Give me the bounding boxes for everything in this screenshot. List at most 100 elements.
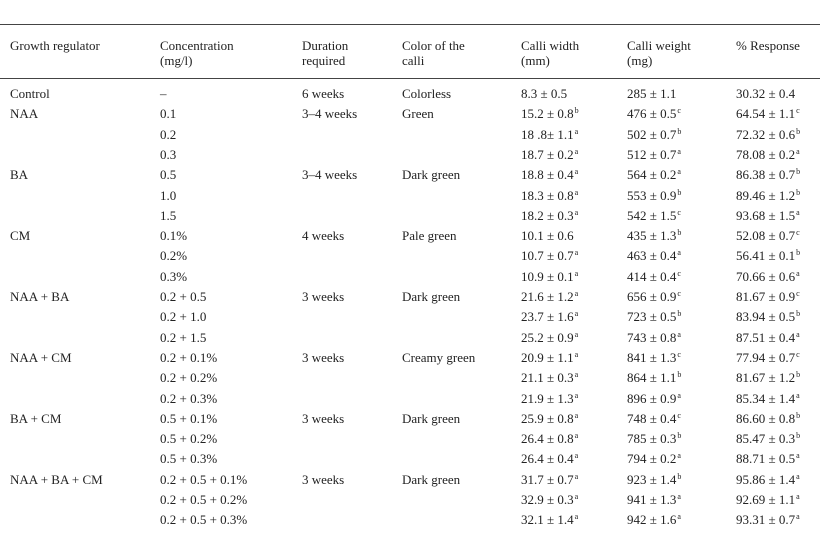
calli-weight-cell: 923 ± 1.4b <box>627 472 681 487</box>
table-row: 1.5 18.2 ± 0.3a 542 ± 1.5c 93.68 ± 1.5a <box>0 205 820 225</box>
calli-weight-cell: 502 ± 0.7b <box>627 127 681 142</box>
table-row: 0.2% 10.7 ± 0.7a 463 ± 0.4a 56.41 ± 0.1b <box>0 245 820 265</box>
value-text: 23.7 ± 1.6 <box>521 309 574 325</box>
duration-cell: 3 weeks <box>302 289 345 304</box>
significance-letter: a <box>796 512 800 522</box>
significance-letter: c <box>796 289 800 298</box>
significance-letter: c <box>677 106 681 116</box>
calli-color-cell: Dark green <box>402 410 461 426</box>
header-line: required <box>302 53 346 68</box>
response-cell: 85.34 ± 1.4a <box>736 391 800 406</box>
value-text: 88.71 ± 0.5 <box>736 451 796 467</box>
significance-letter: a <box>574 370 579 380</box>
calli-weight-cell: 553 ± 0.9b <box>627 188 681 203</box>
significance-letter: b <box>677 471 682 481</box>
concentration-cell: 0.2 + 0.1% <box>160 349 218 365</box>
table-row: NAA + CM 0.2 + 0.1% 3 weeks Creamy green 20.… <box>0 347 820 367</box>
calli-weight-cell: 564 ± 0.2a <box>627 167 681 182</box>
header-line: Duration <box>302 38 349 53</box>
regulator-cell: NAA + CM <box>10 349 72 365</box>
response-cell: 89.46 ± 1.2b <box>736 188 800 203</box>
concentration-cell: 0.5 <box>160 167 177 183</box>
significance-letter: a <box>574 187 579 197</box>
table-row: NAA + BA + CM 0.2 + 0.5 + 0.1% 3 weeks Dark… <box>0 469 820 489</box>
value-text: 85.34 ± 1.4 <box>736 390 796 406</box>
response-cell: 78.08 ± 0.2a <box>736 147 800 162</box>
significance-letter: c <box>796 106 800 116</box>
duration-cell: 3–4 weeks <box>302 167 358 183</box>
duration-cell: 4 weeks <box>302 228 345 244</box>
header-line: (mg) <box>627 53 653 68</box>
value-text: 92.69 ± 1.1 <box>736 492 796 507</box>
significance-letter: b <box>796 167 801 177</box>
response-cell: 81.67 ± 0.9c <box>736 289 800 304</box>
value-text: 64.54 ± 1.1 <box>736 106 796 122</box>
response-cell: 87.51 ± 0.4a <box>736 330 800 345</box>
value-text: 52.08 ± 0.7 <box>736 228 796 244</box>
value-text: 32.1 ± 1.4 <box>521 512 574 528</box>
value-text: 785 ± 0.3 <box>627 431 677 447</box>
value-text: 864 ± 1.1 <box>627 370 677 386</box>
table-row: 0.2 + 1.0 23.7 ± 1.6a 723 ± 0.5b 83.94 ± 0.… <box>0 306 820 326</box>
regulator-cell: BA + CM <box>10 410 62 426</box>
significance-letter: a <box>574 512 579 522</box>
significance-letter: a <box>796 390 800 400</box>
value-text: 18.3 ± 0.8 <box>521 187 574 203</box>
significance-letter: a <box>574 167 579 177</box>
header-line: Calli weight <box>627 38 691 53</box>
value-text: 93.31 ± 0.7 <box>736 512 796 528</box>
header-concentration: Concentration (mg/l) <box>160 38 234 68</box>
significance-letter: c <box>796 228 800 238</box>
calli-width-cell: 21.9 ± 1.3a <box>521 391 578 406</box>
significance-letter: a <box>574 410 579 420</box>
significance-letter: b <box>677 126 682 136</box>
concentration-cell: 0.2 + 0.5 + 0.1% <box>160 471 248 487</box>
significance-letter: a <box>796 329 800 339</box>
concentration-cell: 0.3% <box>160 268 188 284</box>
significance-letter: a <box>677 248 681 258</box>
value-text: 81.67 ± 0.9 <box>736 289 796 304</box>
value-text: 18 .8± 1.1 <box>521 126 574 142</box>
value-text: 463 ± 0.4 <box>627 248 677 264</box>
significance-letter: b <box>677 431 682 441</box>
calli-weight-cell: 743 ± 0.8a <box>627 330 681 345</box>
significance-letter: b <box>796 248 801 258</box>
significance-letter: a <box>677 492 681 501</box>
significance-letter: b <box>796 187 801 197</box>
value-text: 923 ± 1.4 <box>627 471 677 487</box>
table-row: 0.2 + 0.5 + 0.3% 32.1 ± 1.4a 942 ± 1.6a 93.… <box>0 509 820 529</box>
regulator-cell: NAA + BA <box>10 289 70 304</box>
significance-letter: a <box>574 309 579 319</box>
value-text: 83.94 ± 0.5 <box>736 309 796 325</box>
value-text: 942 ± 1.6 <box>627 512 677 528</box>
calli-color-cell: Creamy green <box>402 349 476 365</box>
duration-cell: 3 weeks <box>302 349 345 365</box>
duration-cell: 3 weeks <box>302 471 345 487</box>
calli-weight-cell: 841 ± 1.3c <box>627 350 681 365</box>
significance-letter: c <box>677 410 681 420</box>
value-text: 85.47 ± 0.3 <box>736 431 796 447</box>
duration-cell: 3 weeks <box>302 410 345 426</box>
header-line: calli <box>402 53 425 68</box>
value-text: 26.4 ± 0.8 <box>521 431 574 447</box>
header-line: Calli width <box>521 38 580 53</box>
concentration-cell: 0.2 + 1.0 <box>160 309 207 325</box>
header-duration: Duration required <box>302 38 348 68</box>
header-line: (mm) <box>521 53 550 68</box>
significance-letter: a <box>796 146 800 156</box>
response-cell: 30.32 ± 0.4 <box>736 86 796 101</box>
significance-letter: a <box>796 207 800 217</box>
value-text: 414 ± 0.4 <box>627 268 677 284</box>
table-row: 0.3% 10.9 ± 0.1a 414 ± 0.4c 70.66 ± 0.6a <box>0 266 820 286</box>
calli-weight-cell: 896 ± 0.9a <box>627 391 681 406</box>
significance-letter: b <box>574 106 579 116</box>
header-line: Color of the <box>402 38 465 53</box>
value-text: 31.7 ± 0.7 <box>521 471 574 487</box>
value-text: 72.32 ± 0.6 <box>736 126 796 142</box>
table-top-rule <box>0 24 820 25</box>
value-text: 95.86 ± 1.4 <box>736 471 796 487</box>
calli-width-cell: 18.8 ± 0.4a <box>521 167 578 182</box>
significance-letter: a <box>677 329 681 339</box>
significance-letter: b <box>796 431 801 441</box>
